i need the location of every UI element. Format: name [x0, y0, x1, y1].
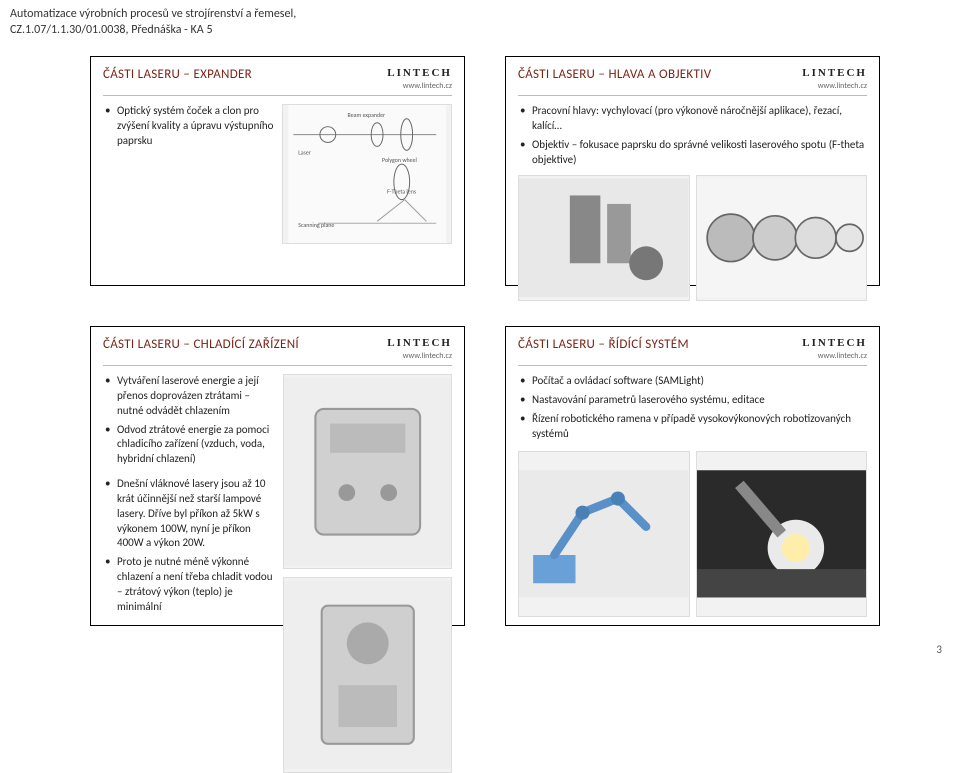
slide-head: ČÁSTI LASERU – HLAVA A OBJEKTIV LINTECH … [518, 67, 867, 91]
svg-text:Polygon wheel: Polygon wheel [382, 156, 417, 164]
bullet-item: Odvod ztrátové energie za pomoci chladic… [105, 423, 275, 468]
slide-title: ČÁSTI LASERU – CHLADÍCÍ ZAŘÍZENÍ [103, 337, 299, 352]
bullet-text: Vytváření laserové energie a její přenos… [117, 374, 259, 417]
bullet-item: Objektiv – fokusace paprsku do správné v… [520, 138, 867, 168]
svg-text:Beam expander: Beam expander [347, 111, 385, 119]
bullet-item: Řízení robotického ramena v případě vyso… [520, 412, 867, 442]
brand-url: www.lintech.cz [802, 351, 867, 361]
expander-diagram: Laser Beam expander Polygon wheel F-Thet… [282, 104, 453, 244]
slide-body: Optický systém čoček a clon pro zvýšení … [103, 104, 452, 277]
slide-title: ČÁSTI LASERU – HLAVA A OBJEKTIV [518, 67, 711, 82]
divider [103, 95, 452, 96]
bullet-item: Optický systém čoček a clon pro zvýšení … [105, 104, 274, 149]
brand-logo: LINTECH [802, 337, 867, 349]
bullet-item: Nastavování parametrů laserového systému… [520, 393, 867, 408]
brand-block: LINTECH www.lintech.cz [387, 67, 452, 91]
welding-photo [696, 451, 868, 617]
bullet-item: Dnešní vláknové lasery jsou až 10 krát ú… [105, 477, 275, 551]
diagram-svg: Laser Beam expander Polygon wheel F-Thet… [283, 105, 452, 243]
bullet-list: Pracovní hlavy: vychylovací (pro výkonov… [518, 104, 867, 171]
slide-head-objective: ČÁSTI LASERU – HLAVA A OBJEKTIV LINTECH … [505, 56, 880, 286]
bullet-list: Optický systém čoček a clon pro zvýšení … [103, 104, 274, 277]
bullet-item: Vytváření laserové energie a její přenos… [105, 374, 275, 419]
brand-block: LINTECH www.lintech.cz [802, 67, 867, 91]
brand-url: www.lintech.cz [802, 81, 867, 91]
bullet-text: Pracovní hlavy: vychylovací (pro výkonov… [532, 104, 842, 132]
page: Automatizace výrobních procesů ve strojí… [0, 0, 960, 664]
laser-head-photo [518, 175, 690, 301]
slide-title: ČÁSTI LASERU – ŘÍDÍCÍ SYSTÉM [518, 337, 689, 352]
brand-logo: LINTECH [387, 67, 452, 79]
header-line-2: CZ.1.07/1.1.30/01.0038, Přednáška - KA 5 [10, 22, 296, 38]
bullet-text: Řízení robotického ramena v případě vyso… [532, 412, 851, 440]
header-line-1: Automatizace výrobních procesů ve strojí… [10, 6, 296, 22]
divider [103, 365, 452, 366]
divider [518, 95, 867, 96]
bullet-item: Pracovní hlavy: vychylovací (pro výkonov… [520, 104, 867, 134]
bullet-text: Optický systém čoček a clon pro zvýšení … [117, 104, 273, 147]
bullet-text: Proto je nutné méně výkonné chlazení a n… [117, 555, 273, 613]
svg-text:Laser: Laser [298, 148, 311, 156]
bullet-text: Dnešní vláknové lasery jsou až 10 krát ú… [117, 477, 265, 549]
slide-expander: ČÁSTI LASERU – EXPANDER LINTECH www.lint… [90, 56, 465, 286]
page-header: Automatizace výrobních procesů ve strojí… [10, 6, 296, 38]
brand-block: LINTECH www.lintech.cz [802, 337, 867, 361]
lenses-photo [696, 175, 868, 301]
slide-grid: ČÁSTI LASERU – EXPANDER LINTECH www.lint… [90, 56, 880, 626]
slide-head: ČÁSTI LASERU – EXPANDER LINTECH www.lint… [103, 67, 452, 91]
bullet-text: Počítač a ovládací software (SAMLight) [532, 374, 704, 387]
robot-arm-photo [518, 451, 690, 617]
slide-body: Vytváření laserové energie a její přenos… [103, 374, 452, 773]
image-row [518, 451, 867, 617]
slide-cooling: ČÁSTI LASERU – CHLADÍCÍ ZAŘÍZENÍ LINTECH… [90, 326, 465, 626]
bullet-text: Odvod ztrátové energie za pomoci chladic… [117, 423, 269, 466]
bullet-item: Počítač a ovládací software (SAMLight) [520, 374, 867, 389]
bullet-text: Objektiv – fokusace paprsku do správné v… [532, 138, 864, 166]
brand-url: www.lintech.cz [387, 351, 452, 361]
bullet-text: Nastavování parametrů laserového systému… [532, 393, 765, 406]
svg-text:Scanning plane: Scanning plane [298, 221, 334, 229]
brand-logo: LINTECH [802, 67, 867, 79]
brand-url: www.lintech.cz [387, 81, 452, 91]
slide-head: ČÁSTI LASERU – ŘÍDÍCÍ SYSTÉM LINTECH www… [518, 337, 867, 361]
slide-control: ČÁSTI LASERU – ŘÍDÍCÍ SYSTÉM LINTECH www… [505, 326, 880, 626]
divider [518, 365, 867, 366]
chiller-photo-1 [283, 374, 453, 569]
bullet-list: Počítač a ovládací software (SAMLight) N… [518, 374, 867, 445]
brand-logo: LINTECH [387, 337, 452, 349]
slide-title: ČÁSTI LASERU – EXPANDER [103, 67, 252, 82]
image-col [283, 374, 453, 773]
bullet-list: Vytváření laserové energie a její přenos… [103, 374, 275, 773]
image-row [518, 175, 867, 301]
chiller-photo-2 [283, 577, 453, 772]
slide-head: ČÁSTI LASERU – CHLADÍCÍ ZAŘÍZENÍ LINTECH… [103, 337, 452, 361]
bullet-item: Proto je nutné méně výkonné chlazení a n… [105, 555, 275, 614]
brand-block: LINTECH www.lintech.cz [387, 337, 452, 361]
svg-text:F-Theta lens: F-Theta lens [386, 188, 416, 196]
page-number: 3 [936, 643, 942, 656]
